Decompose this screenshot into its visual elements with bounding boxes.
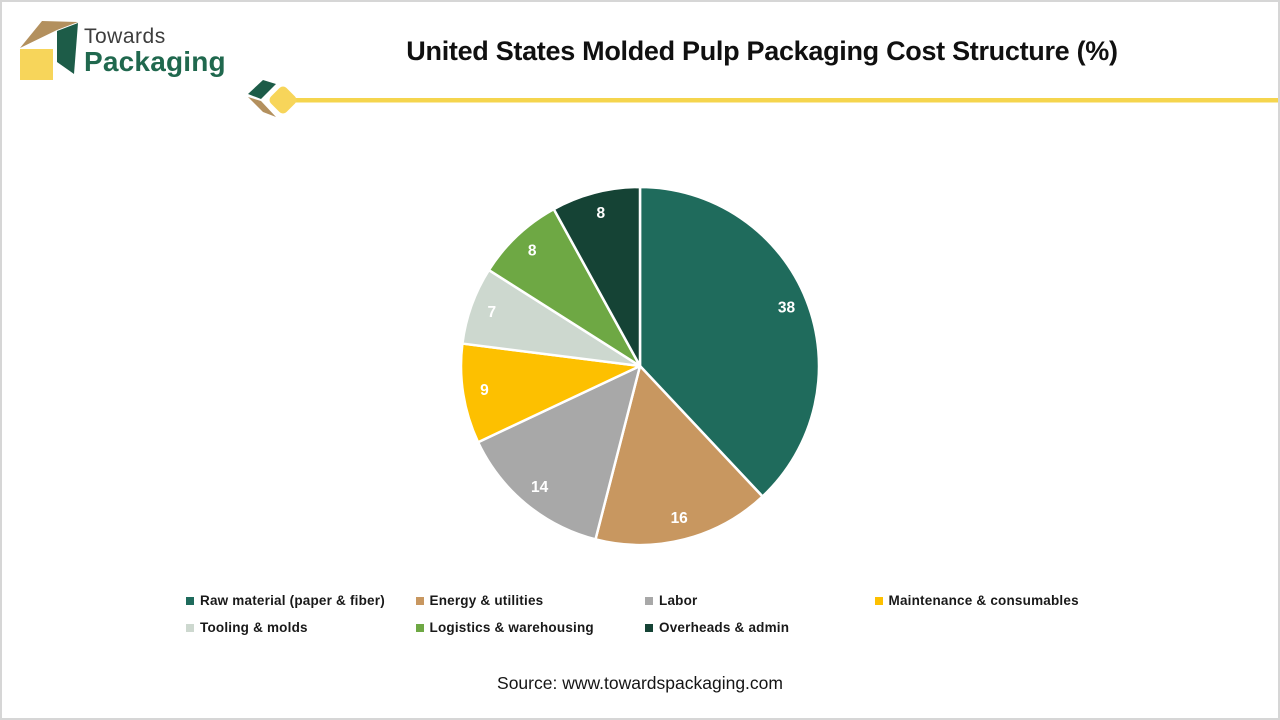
pie-slice-3 bbox=[459, 342, 642, 444]
pie-value-label-0: 38 bbox=[778, 300, 796, 317]
pie-value-label-5: 8 bbox=[528, 243, 537, 260]
pie-slice-0 bbox=[638, 185, 821, 498]
pie-slice-5 bbox=[487, 207, 642, 368]
legend-swatch-icon bbox=[645, 596, 653, 605]
divider-diamond-icon bbox=[248, 80, 1280, 117]
legend-label: Overheads & admin bbox=[659, 620, 790, 635]
legend-item-2: Labor bbox=[645, 592, 875, 609]
legend-item-6: Overheads & admin bbox=[645, 619, 875, 636]
brand-logo: Towards Packaging bbox=[16, 18, 246, 82]
legend-label: Tooling & molds bbox=[200, 620, 308, 635]
pie-slice-1 bbox=[594, 364, 764, 547]
legend-swatch-icon bbox=[415, 623, 424, 632]
legend-swatch-icon bbox=[874, 596, 883, 605]
legend-label: Logistics & warehousing bbox=[429, 620, 594, 635]
pie-value-label-1: 16 bbox=[671, 510, 689, 527]
logo-box-icon bbox=[20, 21, 78, 80]
legend-item-5: Logistics & warehousing bbox=[415, 619, 646, 636]
legend-swatch-icon bbox=[186, 596, 194, 605]
legend-swatch-icon bbox=[186, 623, 194, 632]
chart-legend: Raw material (paper & fiber) Energy & uti… bbox=[186, 592, 1104, 636]
pie-slice-2 bbox=[476, 364, 642, 541]
legend-label: Energy & utilities bbox=[429, 593, 544, 608]
logo-text-towards: Towards bbox=[84, 25, 166, 48]
pie-value-label-6: 8 bbox=[596, 205, 605, 222]
logo-text-packaging: Packaging bbox=[84, 46, 226, 77]
legend-item-1: Energy & utilities bbox=[415, 592, 646, 609]
legend-swatch-icon bbox=[645, 623, 653, 632]
page-title: United States Molded Pulp Packaging Cost… bbox=[406, 36, 1118, 66]
pie-value-label-3: 9 bbox=[480, 382, 489, 399]
pie-value-label-2: 14 bbox=[531, 479, 549, 496]
legend-label: Labor bbox=[659, 593, 698, 608]
source-text: Source: www.towardspackaging.com bbox=[497, 673, 783, 693]
pie-value-label-4: 7 bbox=[487, 304, 496, 321]
legend-item-4: Tooling & molds bbox=[186, 619, 416, 636]
legend-item-0: Raw material (paper & fiber) bbox=[186, 592, 416, 609]
pie-chart: 38 16 14 9 7 8 8 bbox=[459, 185, 821, 547]
legend-label: Raw material (paper & fiber) bbox=[200, 593, 385, 608]
legend-item-3: Maintenance & consumables bbox=[874, 592, 1105, 609]
legend-label: Maintenance & consumables bbox=[888, 593, 1079, 608]
legend-swatch-icon bbox=[415, 596, 424, 605]
pie-slice-6 bbox=[552, 185, 642, 368]
